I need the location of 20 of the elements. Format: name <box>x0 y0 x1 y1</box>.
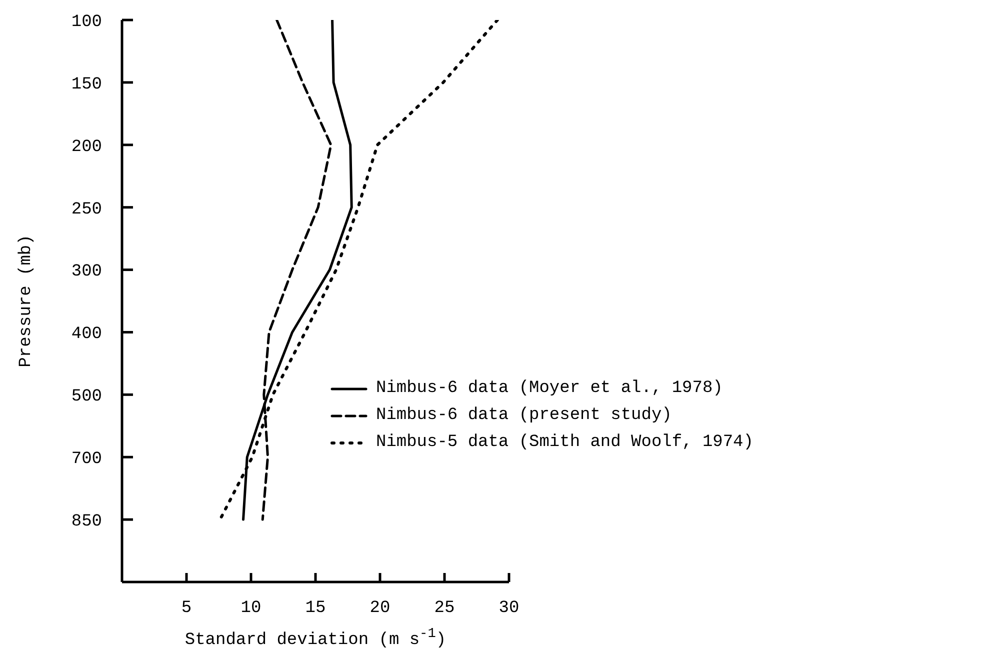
x-tick-label: 5 <box>181 599 192 618</box>
y-tick-label: 150 <box>71 75 102 94</box>
y-axis-title: Pressure (mb) <box>17 234 36 368</box>
y-tick-label: 200 <box>71 138 102 157</box>
y-tick-label: 700 <box>71 450 102 470</box>
legend-label: Nimbus-6 data (Moyer et al., 1978) <box>376 378 723 400</box>
y-tick-label: 300 <box>71 262 102 282</box>
x-tick-label: 15 <box>305 599 326 618</box>
x-tick-label: 20 <box>370 599 390 618</box>
x-tick-label: 25 <box>434 599 455 618</box>
y-tick-label: 850 <box>71 512 102 532</box>
x-tick-label: 10 <box>240 599 262 618</box>
x-axis-title: Standard deviation (m s$^{-1}$) <box>184 626 446 650</box>
y-tick-label: 400 <box>71 325 102 344</box>
x-tick-label: 30 <box>498 599 520 618</box>
y-tick-label: 100 <box>71 12 102 32</box>
y-tick-label: 500 <box>71 388 102 407</box>
legend-label: Nimbus-5 data (Smith and Woolf, 1974) <box>376 432 754 454</box>
legend-label: Nimbus-6 data (present study) <box>376 405 672 427</box>
y-tick-label: 250 <box>71 200 102 220</box>
